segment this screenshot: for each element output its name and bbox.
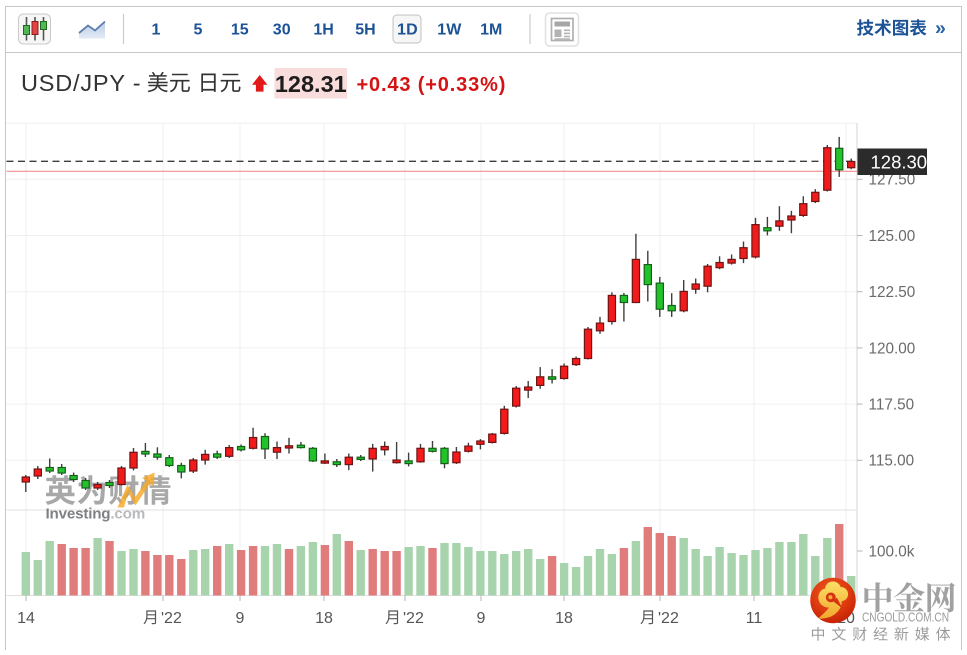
svg-text:30: 30 [273,21,291,38]
svg-text:Investing.com: Investing.com [46,506,146,523]
svg-text:1: 1 [152,21,161,38]
svg-text:'22: '22 [658,610,679,627]
svg-text:CNGOLD.COM.CN: CNGOLD.COM.CN [862,611,949,625]
svg-text:1W: 1W [437,21,462,38]
svg-text:11: 11 [746,610,763,627]
svg-text:127.50: 127.50 [869,172,916,189]
svg-text:122.50: 122.50 [869,284,916,301]
svg-text:9: 9 [236,610,245,627]
svg-text:14: 14 [17,610,35,627]
svg-text:15: 15 [231,21,249,38]
svg-text:117.50: 117.50 [869,397,915,414]
svg-text:'22: '22 [403,610,424,627]
svg-text:100.0k: 100.0k [869,543,915,560]
svg-text:9: 9 [477,610,486,627]
svg-text:1H: 1H [313,21,333,38]
svg-text:USD/JPY -: USD/JPY - [21,70,141,96]
svg-text:128.31: 128.31 [275,71,347,97]
svg-text:120.00: 120.00 [869,340,916,357]
svg-text:5H: 5H [355,21,375,38]
svg-text:5: 5 [193,21,202,38]
svg-text:»: » [935,18,946,40]
svg-text:18: 18 [555,610,573,627]
svg-text:128.30: 128.30 [871,151,928,172]
svg-text:1M: 1M [480,21,502,38]
svg-text:115.00: 115.00 [869,453,915,470]
svg-text:1D: 1D [397,21,417,38]
svg-text:18: 18 [315,610,333,627]
svg-text:125.00: 125.00 [869,228,916,245]
svg-text:'22: '22 [161,610,182,627]
svg-text:+0.43 (+0.33%): +0.43 (+0.33%) [357,74,507,96]
